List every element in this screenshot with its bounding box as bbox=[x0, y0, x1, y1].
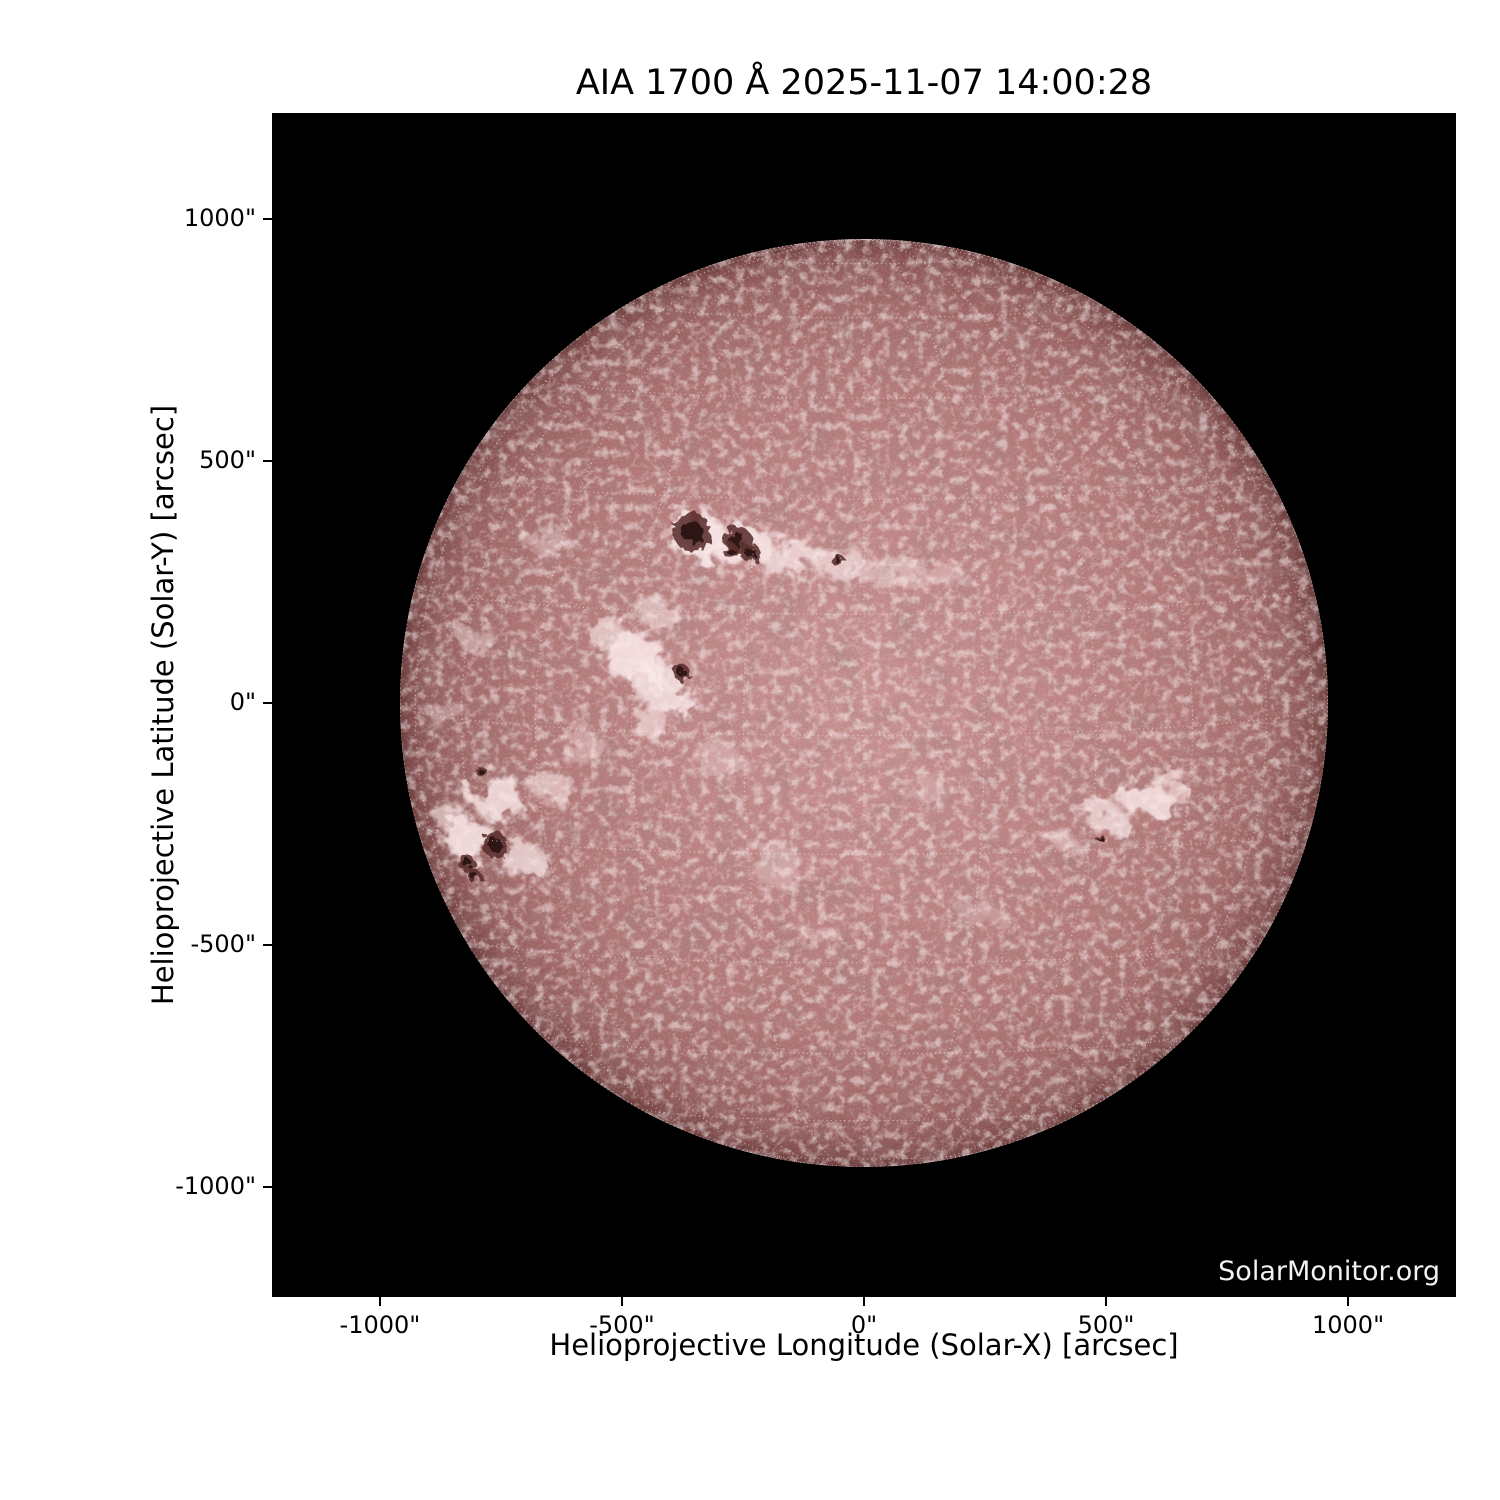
y-tick-mark bbox=[263, 1186, 272, 1188]
y-tick-label: -1000" bbox=[175, 1172, 256, 1201]
x-tick-mark bbox=[621, 1297, 623, 1306]
x-tick-label: -500" bbox=[589, 1311, 655, 1339]
x-tick-mark bbox=[379, 1297, 381, 1306]
y-tick-mark bbox=[263, 702, 272, 704]
x-axis-label: Helioprojective Longitude (Solar-X) [arc… bbox=[549, 1328, 1179, 1362]
x-tick-label: 0" bbox=[850, 1311, 878, 1339]
y-tick-mark bbox=[263, 218, 272, 220]
plot-area: SolarMonitor.org bbox=[272, 113, 1456, 1297]
x-tick-label: -1000" bbox=[339, 1311, 421, 1339]
sunspot-groups bbox=[458, 512, 1105, 883]
x-tick-mark bbox=[863, 1297, 865, 1306]
figure-title: AIA 1700 Å 2025-11-07 14:00:28 bbox=[575, 63, 1153, 103]
y-tick-mark bbox=[263, 460, 272, 462]
x-tick-label: 500" bbox=[1077, 1311, 1135, 1339]
x-tick-mark bbox=[1347, 1297, 1349, 1306]
y-tick-label: 500" bbox=[199, 445, 256, 474]
y-tick-mark bbox=[263, 944, 272, 946]
y-tick-label: 1000" bbox=[183, 203, 256, 232]
y-tick-label: -500" bbox=[190, 930, 256, 959]
y-tick-label: 0" bbox=[229, 688, 256, 716]
x-tick-mark bbox=[1105, 1297, 1107, 1306]
solar-disk-image bbox=[272, 113, 1456, 1297]
x-tick-label: 1000" bbox=[1311, 1311, 1385, 1339]
watermark: SolarMonitor.org bbox=[1218, 1256, 1440, 1287]
